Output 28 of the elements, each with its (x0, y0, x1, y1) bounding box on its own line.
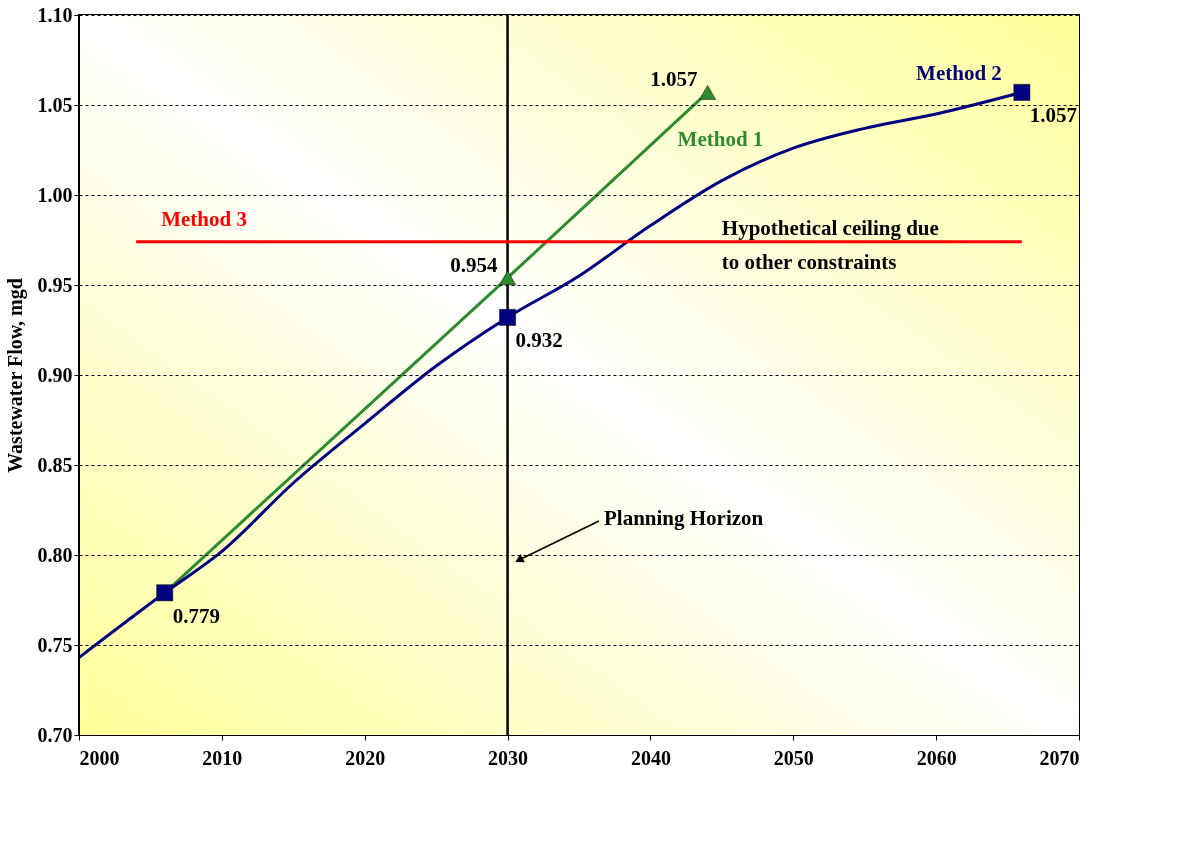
x-tick-label: 2010 (202, 746, 243, 769)
data-label: 0.954 (450, 252, 499, 277)
series-label: Method 3 (161, 206, 247, 231)
y-tick-label: 1.00 (37, 183, 73, 206)
x-tick-label: 2070 (1039, 746, 1080, 769)
y-tick-label: 1.10 (37, 3, 73, 26)
y-tick-label: 0.90 (37, 363, 73, 386)
x-tick-label: 2040 (630, 746, 671, 769)
annotation: Planning Horizon (604, 506, 764, 530)
y-tick-label: 0.80 (37, 543, 73, 566)
x-tick-label: 2020 (345, 746, 386, 769)
series-label: Method 1 (677, 127, 764, 152)
y-tick-label: 0.75 (37, 633, 73, 656)
annotation: Hypothetical ceiling due to other constraints (721, 215, 939, 274)
y-tick-label: 1.05 (37, 93, 73, 116)
y-tick-label: 0.70 (37, 723, 73, 746)
y-axis-title: Wastewater Flow, mgd (3, 278, 27, 473)
x-tick-label: 2060 (916, 746, 957, 769)
y-tick-label: 0.85 (37, 453, 73, 476)
x-tick-label: 2030 (488, 746, 529, 769)
data-label: 1.057 (650, 67, 698, 92)
x-tick-label: 2000 (79, 746, 120, 769)
data-label: 1.057 (1029, 103, 1078, 128)
series-label: Method 2 (916, 61, 1002, 86)
data-label: 0.779 (172, 603, 220, 628)
y-tick-label: 0.95 (37, 273, 73, 296)
x-tick-label: 2050 (773, 746, 814, 769)
data-label: 0.932 (515, 328, 563, 353)
